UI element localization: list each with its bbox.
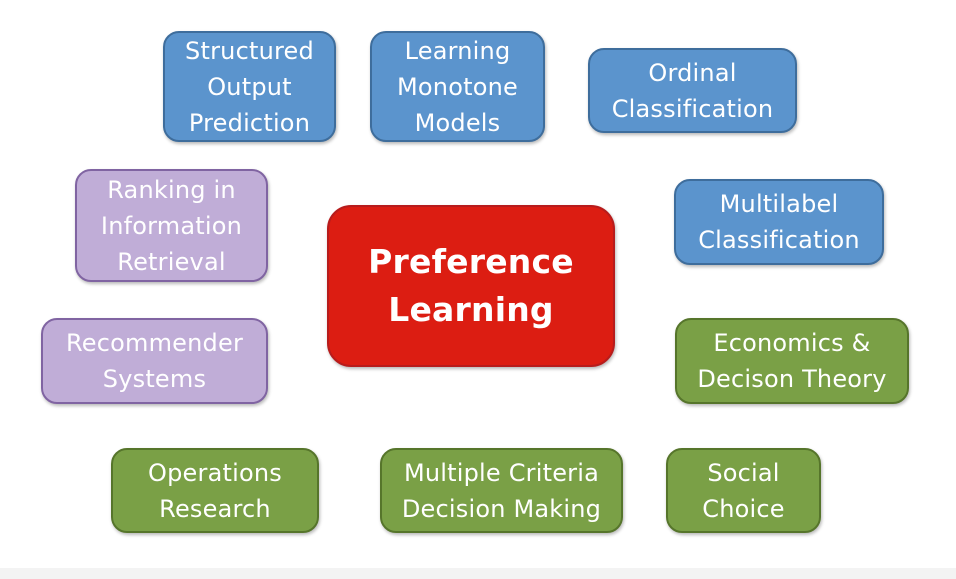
multiple-criteria-decision-making-node: Multiple Criteria Decision Making xyxy=(380,448,623,533)
operations-research-node: Operations Research xyxy=(111,448,319,533)
economics-decision-theory-node: Economics & Decison Theory xyxy=(675,318,909,404)
structured-output-prediction-node: Structured Output Prediction xyxy=(163,31,336,142)
social-choice-node: Social Choice xyxy=(666,448,821,533)
preference-learning-center-node: Preference Learning xyxy=(327,205,615,367)
learning-monotone-models-node: Learning Monotone Models xyxy=(370,31,545,142)
multilabel-classification-node: Multilabel Classification xyxy=(674,179,884,265)
recommender-systems-node: Recommender Systems xyxy=(41,318,268,404)
ordinal-classification-node: Ordinal Classification xyxy=(588,48,797,133)
ranking-information-retrieval-node: Ranking in Information Retrieval xyxy=(75,169,268,282)
bottom-band xyxy=(0,568,956,579)
